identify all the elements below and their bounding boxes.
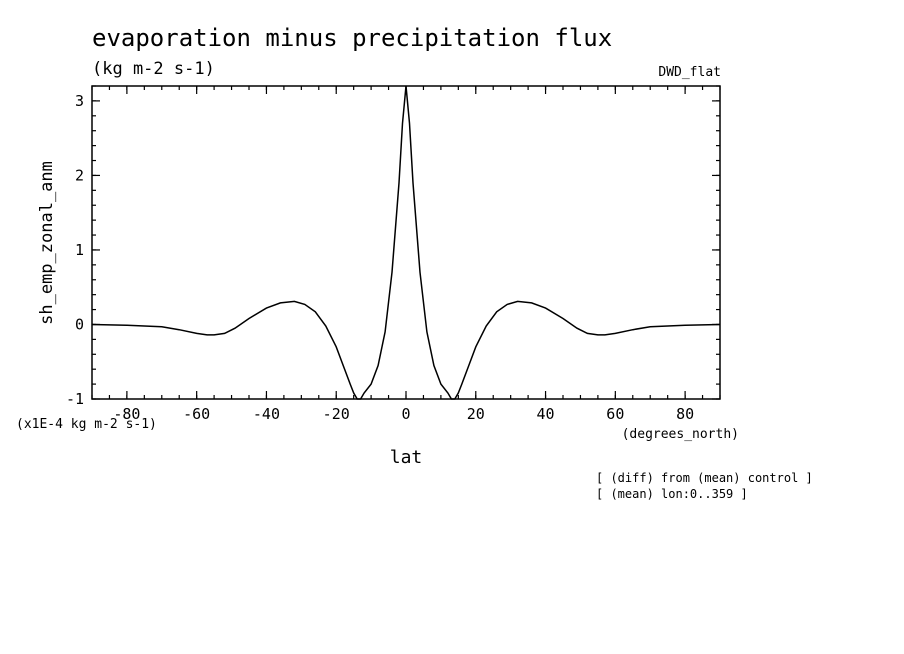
plot-frame [91,85,721,400]
note-diff: [ (diff) from (mean) control ] [596,471,813,485]
x-axis-label: lat [390,447,423,468]
x-tick-label: 40 [537,405,555,423]
x-tick-label: -80 [113,405,140,423]
y-tick-label: -1 [66,390,84,408]
dataset-label: DWD_flat [658,65,721,80]
x-tick-label: 60 [606,405,624,423]
x-tick-label: -40 [253,405,280,423]
chart-subtitle: (kg m-2 s-1) [92,59,215,79]
note-mean: [ (mean) lon:0..359 ] [596,487,748,501]
y-tick-label: 0 [75,315,84,333]
y-tick-label: 3 [75,92,84,110]
x-tick-label: 80 [676,405,694,423]
series-line [91,85,721,400]
chart-title: evaporation minus precipitation flux [92,24,612,52]
y-tick-label: 2 [75,166,84,184]
x-tick-label: -60 [183,405,210,423]
y-scale-label: (x1E-4 kg m-2 s-1) [16,417,157,432]
axis-ticks [91,85,721,400]
x-tick-label: 0 [401,405,410,423]
axis-tick-labels: -80 -60 -40 -20 0 20 40 60 80 -1 0 1 2 3 [66,92,694,423]
x-tick-label: 20 [467,405,485,423]
y-axis-label: sh_emp_zonal_anm [37,161,57,325]
y-tick-label: 1 [75,241,84,259]
x-tick-label: -20 [323,405,350,423]
x-units-label: (degrees_north) [622,427,739,442]
